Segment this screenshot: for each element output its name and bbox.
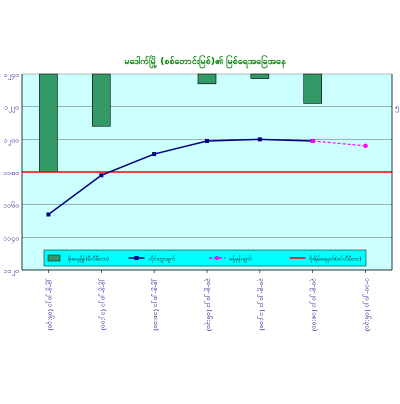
legend-label: တိုင်းထွာချက်: [149, 255, 176, 264]
forecast-point: [310, 138, 315, 144]
observed-point: [46, 212, 51, 217]
left-tick-label: ၁၂၀၀: [4, 136, 19, 145]
rainfall-bar: [303, 73, 323, 104]
legend-label: စိုးရိမ်ရေမှတ်(စင်တီမီတာ): [310, 255, 362, 264]
observed-point: [152, 152, 157, 157]
left-tick-label: ၁၁၆၀: [3, 202, 19, 210]
legend: မိုးရေချိန်(မီလီမီတာ) တိုင်းထွာချက် ခန့်မှ…: [43, 249, 367, 267]
chart-title: မဒေါက်မြို့ (စစ်တောင်းမြစ်)၏ မြစ်ရေအခြေအ…: [124, 55, 286, 69]
rainfall-bar: [39, 73, 58, 173]
x-tick-label: ၂၉-၉-၂၀၂၁ (၀၆:၃၀): [45, 278, 54, 331]
x-tick-label: ၃၀-၉-၂၀၂၁ (၁၂:၀၀): [257, 278, 266, 331]
level-lines: [22, 137, 392, 217]
left-tick-label: ၁၂၄၀: [4, 71, 19, 80]
legend-marker: [134, 256, 139, 260]
observed-point: [205, 138, 209, 143]
x-tick-label: ၂၉-၉-၂၀၂၁ (၁၂:၀၀): [98, 278, 107, 330]
rainfall-bar: [91, 73, 111, 127]
rainfall-bar: [250, 73, 270, 79]
left-tick-label: ၁၁၈၀: [3, 169, 19, 177]
legend-marker: [215, 256, 219, 260]
x-tick-label: ၃၀-၉-၂၀၂၁ (၁၈:၀၀): [310, 278, 319, 331]
legend-label: မိုးရေချိန်(မီလီမီတာ): [68, 255, 109, 264]
x-tick-label: ၁-၁၀-၂၀၂၁ (၀၆:၃၀): [363, 278, 372, 331]
left-tick-label: ၁၁၂၀: [4, 267, 19, 276]
left-tick-label: ၁၁၄၀: [3, 234, 19, 243]
left-tick-label: ၁၂၂၀: [4, 104, 19, 113]
x-tick-label: ၂၉-၉-၂၀၂၁ (၁၈:၀၀): [151, 278, 160, 331]
legend-swatch: [47, 254, 61, 262]
legend-label: ခန့်မှန်းချက်: [229, 255, 252, 264]
right-tick-label: ၅: [395, 104, 399, 113]
rainfall-bars: [39, 73, 323, 173]
observed-line: [47, 138, 313, 216]
x-tick-label: ၃၀-၉-၂၀၂၁ (၀၆:၃၀): [204, 278, 213, 331]
legend-box: [43, 249, 367, 267]
observed-point: [99, 173, 104, 178]
observed-point: [257, 137, 262, 142]
forecast-line: [312, 140, 366, 147]
forecast-point: [363, 143, 368, 149]
rainfall-bar: [197, 73, 217, 85]
